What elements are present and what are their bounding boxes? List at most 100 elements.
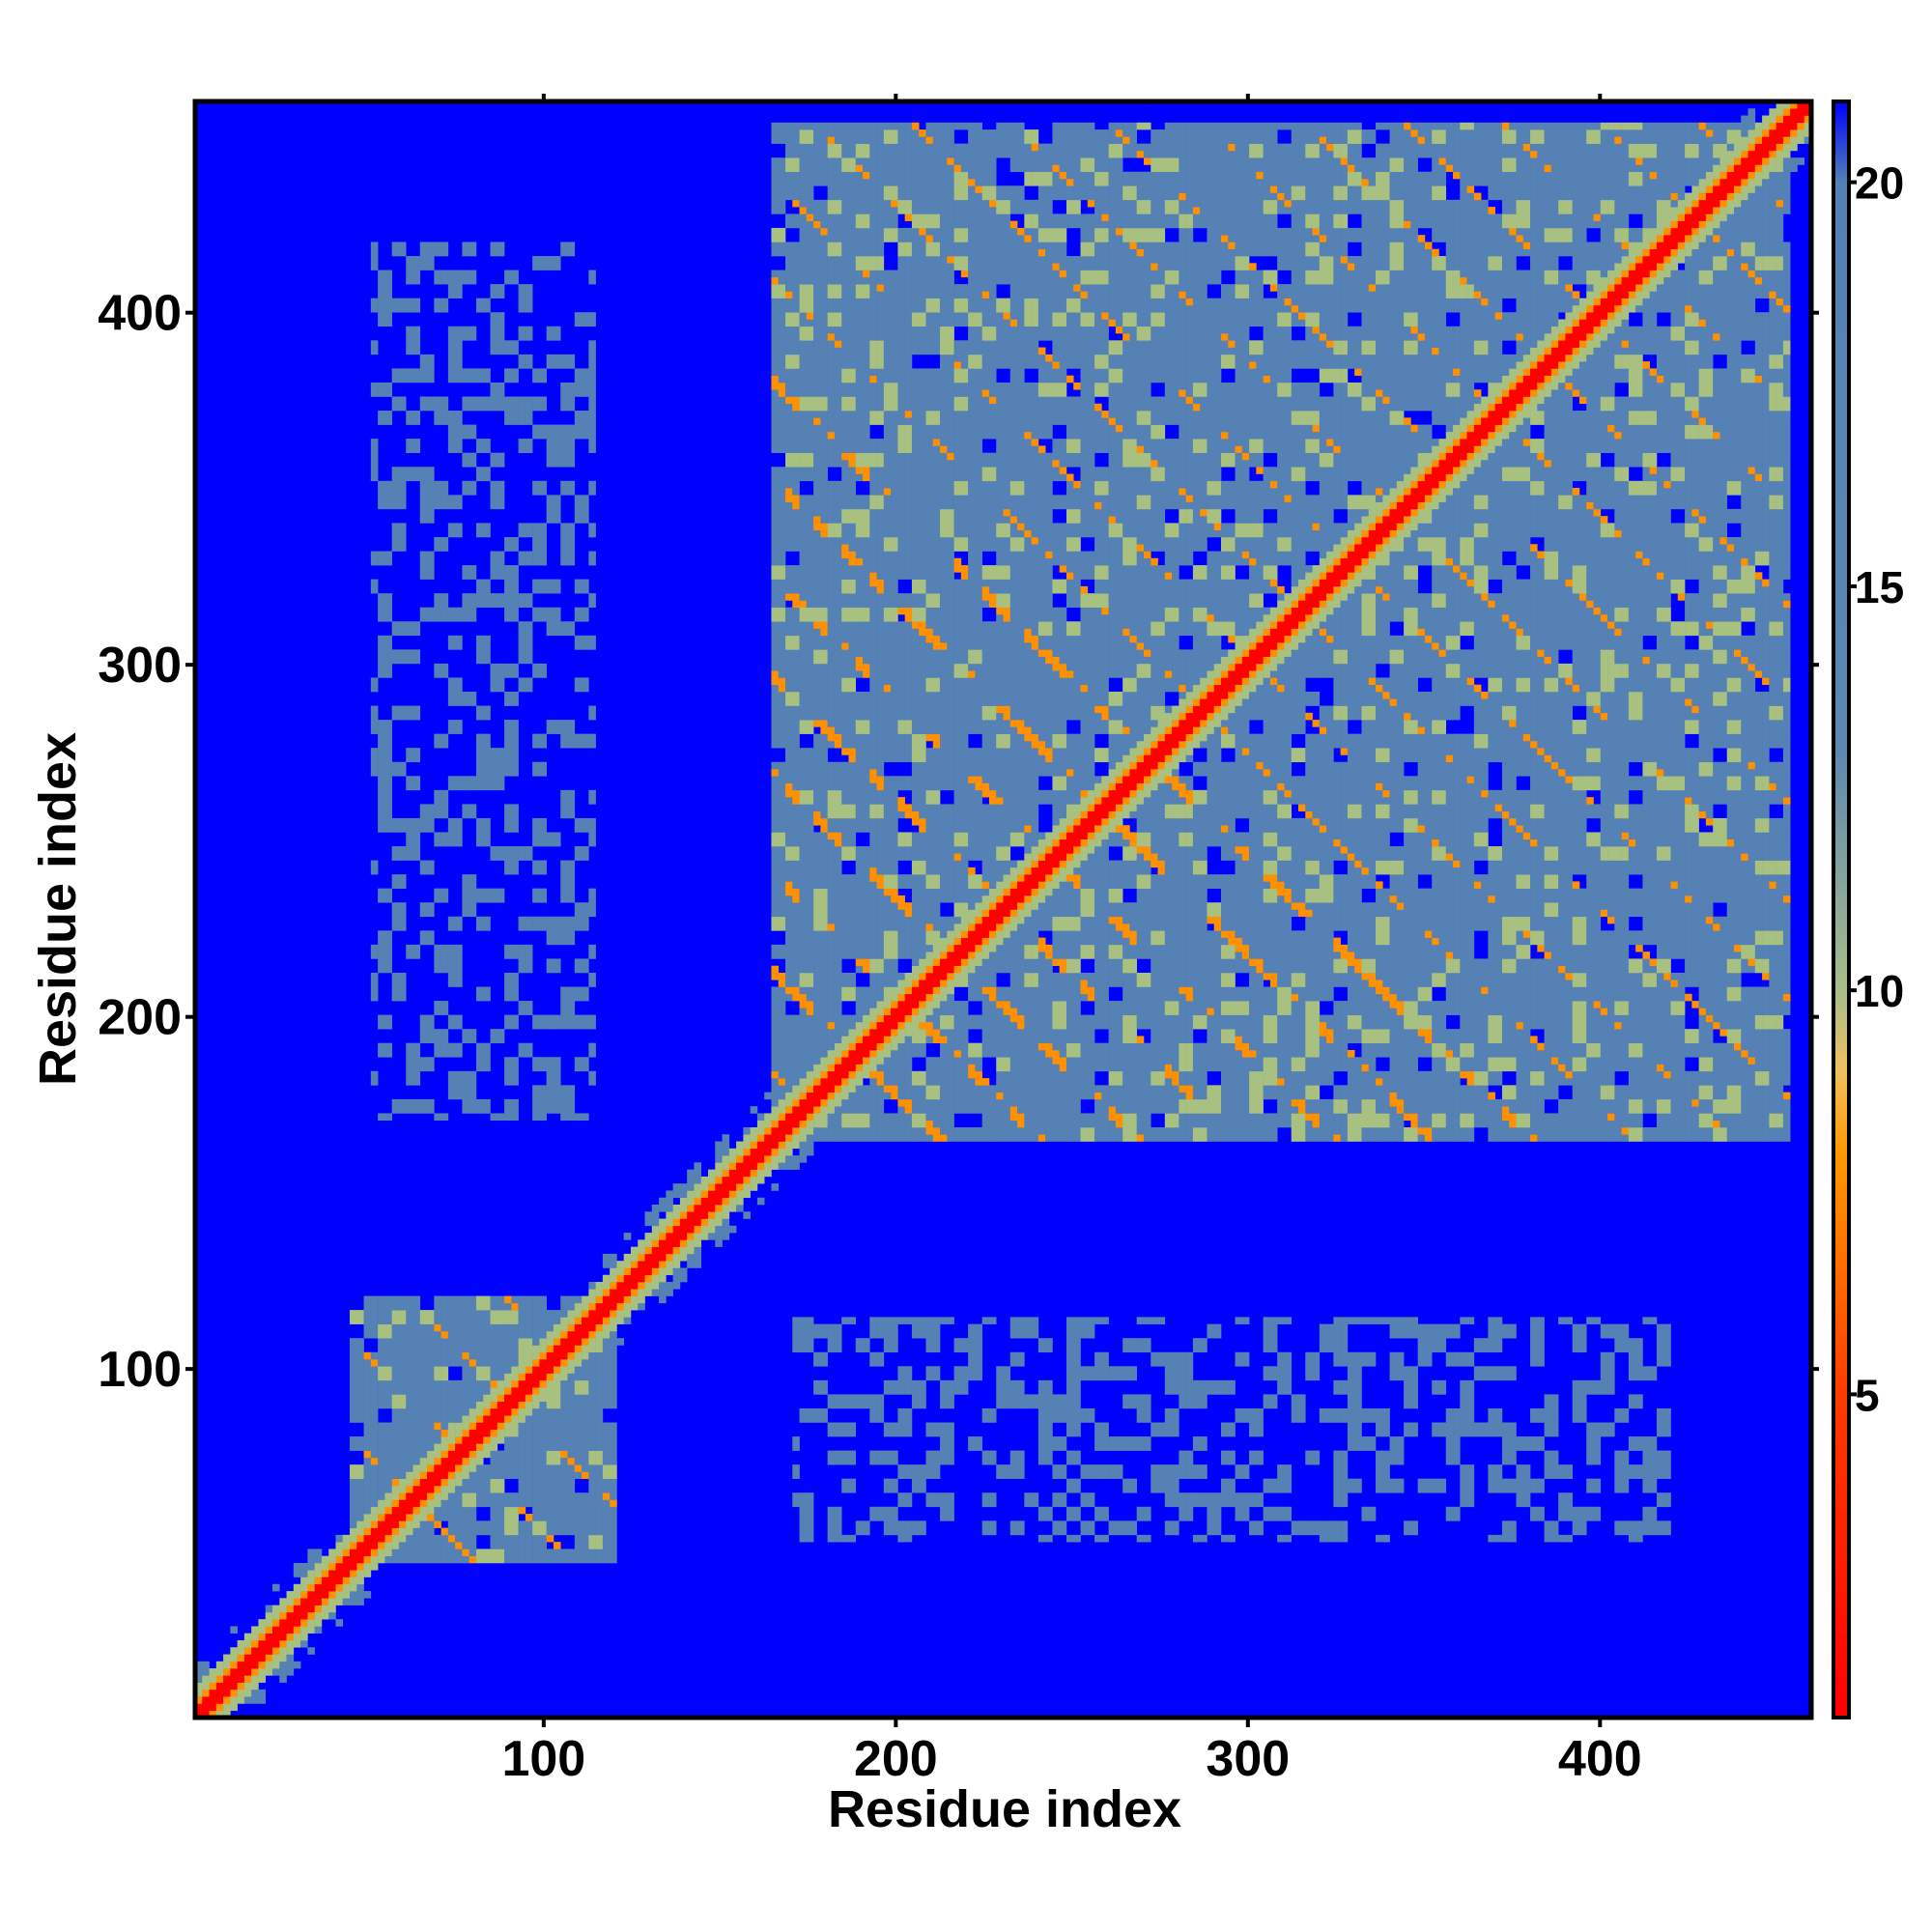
heatmap-cell [616, 1338, 624, 1346]
heatmap-cell [1065, 572, 1074, 580]
heatmap-cell [1466, 684, 1475, 706]
heatmap-cell [1185, 1098, 1194, 1114]
heatmap-cell [1228, 1450, 1236, 1465]
heatmap-cell [932, 804, 941, 875]
heatmap-cell [1361, 565, 1370, 580]
heatmap-cell [440, 396, 449, 425]
heatmap-cell [419, 1057, 428, 1072]
heatmap-cell [1319, 705, 1327, 727]
heatmap-cell [1073, 874, 1081, 889]
heatmap-cell [1417, 340, 1426, 412]
heatmap-cell [891, 1506, 898, 1536]
heatmap-cell [940, 536, 948, 643]
heatmap-cell [1368, 677, 1377, 686]
heatmap-cell [1305, 143, 1313, 158]
heatmap-cell [1157, 312, 1166, 327]
heatmap-cell [1241, 1057, 1250, 1142]
heatmap-cell [1445, 326, 1454, 384]
heatmap-cell [1494, 396, 1503, 405]
heatmap-cell [1284, 1464, 1293, 1493]
heatmap-cell [525, 1520, 533, 1564]
heatmap-cell [504, 1394, 512, 1416]
heatmap-cell [932, 748, 941, 791]
heatmap-cell [1305, 1113, 1313, 1122]
heatmap-cell [391, 874, 400, 889]
heatmap-cell [771, 1183, 780, 1191]
heatmap-cell [1333, 544, 1341, 559]
heatmap-cell [223, 1696, 231, 1704]
heatmap-cell [391, 1310, 400, 1324]
heatmap-cell [1298, 424, 1306, 468]
heatmap-cell [623, 1233, 632, 1240]
heatmap-cell [651, 1225, 660, 1240]
heatmap-cell [1192, 1464, 1201, 1479]
heatmap-cell [1220, 333, 1229, 341]
heatmap-cell [1256, 340, 1264, 355]
heatmap-cell [1376, 888, 1383, 918]
heatmap-cell [1382, 396, 1390, 405]
heatmap-cell [1298, 1394, 1306, 1423]
heatmap-cell [1417, 733, 1426, 826]
heatmap-cell [1200, 508, 1208, 517]
heatmap-cell [356, 1310, 364, 1324]
heatmap-cell [996, 930, 1004, 946]
heatmap-cell [1151, 1126, 1158, 1142]
heatmap-cell [1172, 1070, 1179, 1086]
heatmap-cell [1494, 1464, 1503, 1493]
heatmap-cell [968, 1042, 976, 1058]
heatmap-cell [834, 832, 842, 847]
heatmap-cell [883, 1113, 892, 1142]
heatmap-cell [919, 227, 926, 236]
heatmap-cell [792, 1085, 800, 1100]
heatmap-cell [940, 1042, 948, 1135]
heatmap-cell [1389, 488, 1398, 502]
heatmap-cell [1108, 1001, 1117, 1072]
heatmap-cell [1241, 256, 1250, 270]
heatmap-cell [1059, 579, 1067, 594]
heatmap-cell [1389, 411, 1398, 425]
heatmap-cell [1052, 748, 1060, 777]
heatmap-cell [1228, 1042, 1236, 1142]
heatmap-cell [806, 621, 814, 721]
heatmap-cell [799, 1407, 808, 1423]
heatmap-cell [1115, 129, 1123, 137]
heatmap-cell [412, 944, 421, 959]
heatmap-cell [1073, 804, 1081, 819]
heatmap-cell [406, 256, 413, 285]
heatmap-cell [391, 298, 400, 313]
heatmap-cell [223, 1703, 231, 1719]
heatmap-cell [490, 382, 498, 412]
heatmap-cell [891, 621, 898, 763]
heatmap-cell [1312, 1057, 1321, 1086]
heatmap-cell [1235, 452, 1243, 524]
heatmap-cell [1438, 256, 1447, 270]
heatmap-cell [1172, 789, 1179, 805]
heatmap-cell [1291, 1394, 1299, 1423]
heatmap-cell [932, 1492, 941, 1508]
heatmap-cell [813, 930, 821, 1065]
heatmap-cell [1024, 439, 1032, 531]
heatmap-cell [932, 411, 941, 425]
heatmap-cell [1326, 1098, 1334, 1142]
heatmap-cell [384, 1014, 392, 1030]
heatmap-cell [1164, 572, 1173, 580]
heatmap-cell [855, 452, 864, 468]
heatmap-cell [1396, 171, 1405, 201]
heatmap-cell [960, 663, 969, 678]
heatmap-cell [1151, 740, 1158, 749]
heatmap-cell [855, 256, 864, 270]
heatmap-cell [1460, 122, 1467, 130]
heatmap-cell [419, 467, 428, 524]
heatmap-cell [1466, 122, 1475, 130]
heatmap-cell [1326, 256, 1334, 285]
heatmap-cell [588, 551, 596, 566]
heatmap-cell [1277, 585, 1285, 594]
heatmap-cell [666, 1253, 673, 1262]
heatmap-cell [1249, 480, 1257, 524]
heatmap-cell [1432, 467, 1439, 489]
heatmap-cell [1382, 600, 1390, 665]
heatmap-cell [1438, 122, 1447, 130]
heatmap-cell [1122, 312, 1130, 327]
heatmap-cell [953, 916, 962, 924]
heatmap-cell [419, 607, 428, 622]
